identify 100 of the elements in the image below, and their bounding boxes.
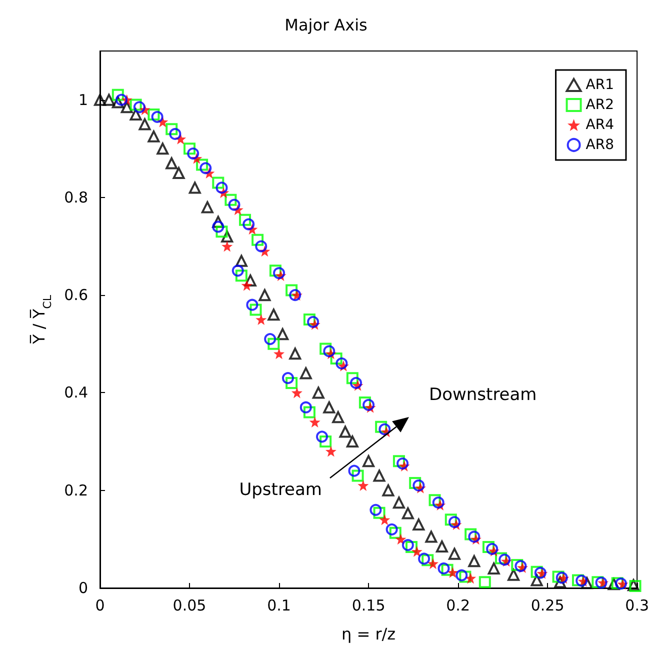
point [264,333,276,346]
point [201,201,214,214]
point [252,234,264,246]
point [286,284,298,296]
point [235,254,248,267]
point [187,148,200,160]
point [465,572,476,584]
point [286,376,298,389]
y-tick-label: 1 [78,90,88,109]
point [246,298,258,311]
point [436,540,448,553]
point [478,576,491,588]
x-tick-label: 0.1 [267,596,291,614]
point [166,157,178,170]
point [212,176,224,189]
point [330,352,342,365]
point [216,226,228,238]
point [444,514,457,526]
point [438,562,450,574]
point [614,578,627,590]
point [325,446,336,457]
point [169,128,182,140]
point [303,314,316,326]
point [273,267,286,280]
point [268,338,280,350]
legend-label: AR4 [586,117,614,133]
point [552,570,564,583]
point [188,182,201,194]
point [228,198,240,211]
point [402,507,414,520]
point [241,280,252,291]
point [184,142,196,155]
legend-label: AR8 [586,137,614,153]
legend-label: AR2 [586,97,614,113]
point [406,540,418,553]
x-tick-label: 0 [95,596,105,614]
x-axis-title: η = r/z [341,624,396,644]
point [102,94,115,106]
point [468,555,480,568]
point [256,314,267,325]
point [441,564,454,576]
point [235,270,248,282]
point [495,552,508,564]
point [412,518,425,531]
point [323,345,336,358]
point [216,182,228,194]
x-tick-label: 0.15 [352,596,386,614]
point [276,328,289,340]
point [346,372,358,384]
point [358,480,369,491]
point [212,216,224,228]
point [422,554,434,566]
point [348,464,360,477]
point [268,308,280,321]
point [332,411,344,424]
point [130,108,142,120]
point [425,530,438,543]
point [375,420,388,433]
point [418,552,430,565]
point [172,167,185,180]
point [307,316,320,328]
point [250,304,262,316]
point [382,484,394,496]
point [402,539,414,552]
point [320,342,332,355]
y-tick-label: 0 [78,579,88,597]
point [112,88,124,101]
point [456,569,468,582]
point [120,101,133,114]
point [534,566,546,579]
point [148,130,160,142]
point [572,574,584,586]
point [130,98,142,111]
point [409,477,422,490]
y-tick-label: 0.2 [64,481,88,500]
point [350,376,362,389]
point [592,576,604,588]
point [373,470,386,482]
point [148,108,160,120]
point [323,401,336,414]
point [200,162,212,174]
point [133,101,146,114]
point [411,546,422,557]
point [239,214,252,226]
point [156,142,169,155]
y-tick-label: 0.4 [64,384,88,402]
y-axis-title: Y̅ / Y̅CL [28,294,54,345]
point [488,562,500,574]
point [289,348,302,360]
point [362,455,375,468]
y-tick-label: 0.6 [64,286,88,304]
point [312,386,324,399]
point [482,540,494,553]
point [138,118,151,130]
point [511,559,524,572]
point [370,504,382,516]
point [448,548,460,560]
point [242,218,255,230]
point [303,406,316,418]
point [316,430,328,443]
